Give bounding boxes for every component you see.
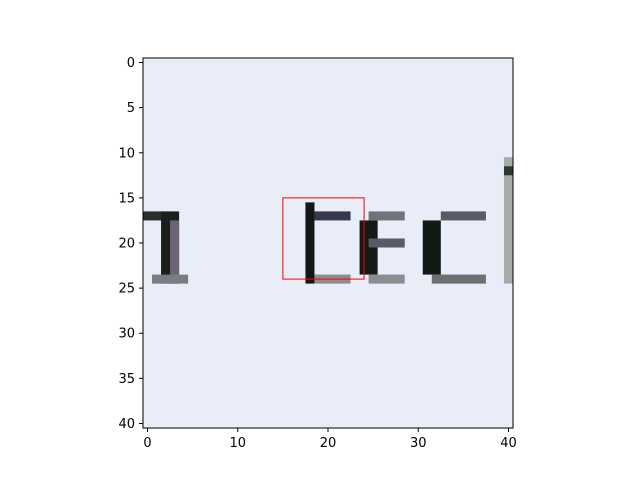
highlight-rectangle	[282, 197, 365, 280]
y-tick-label: 15	[118, 191, 135, 206]
glyph-e-bottom	[368, 274, 405, 284]
glyph-c-top	[440, 211, 486, 221]
glyph-1-cap	[143, 211, 171, 221]
x-axis-ticks: 0 10 20 30 40	[143, 428, 517, 451]
y-tick-label: 10	[118, 146, 135, 161]
glyph-t-crossbar	[314, 211, 351, 221]
glyph-1-stem-edge	[170, 220, 180, 284]
y-tick-label: 5	[127, 101, 135, 116]
x-tick-label: 20	[320, 436, 337, 451]
y-axis-ticks: 0 5 10 15 20 25 30 35 40	[118, 56, 143, 432]
glyph-1-base	[152, 274, 189, 284]
x-tick-label: 40	[500, 436, 517, 451]
glyph-d-stem	[503, 157, 513, 284]
x-tick-label: 30	[410, 436, 427, 451]
plot-area	[142, 57, 514, 429]
y-tick-label: 20	[118, 237, 135, 252]
x-tick-label: 10	[229, 436, 246, 451]
y-tick-label: 35	[118, 372, 135, 387]
glyph-t-stem	[305, 202, 315, 284]
glyph-e-top	[368, 211, 405, 221]
y-tick-label: 0	[127, 56, 135, 71]
x-tick-label: 0	[143, 436, 151, 451]
glyph-d-top	[503, 166, 513, 176]
y-tick-label: 30	[118, 327, 135, 342]
glyph-c-bottom	[431, 274, 486, 284]
glyph-c-left	[422, 220, 441, 275]
glyph-strokes	[143, 157, 513, 284]
image-background	[143, 58, 513, 428]
y-tick-label: 25	[118, 282, 135, 297]
glyph-e-bar	[368, 238, 405, 248]
y-tick-label: 40	[118, 417, 135, 432]
